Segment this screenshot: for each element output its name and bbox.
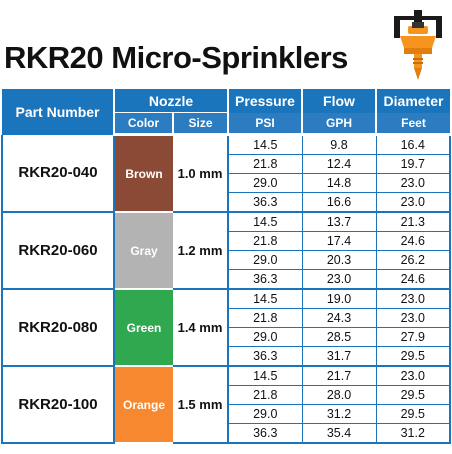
psi-cell: 29.0 [228, 327, 303, 347]
feet-cell: 21.3 [376, 212, 451, 232]
header-row-secondary: Color Size PSI GPH Feet [2, 112, 450, 136]
gph-cell: 19.0 [302, 289, 377, 309]
psi-cell: 14.5 [228, 366, 303, 386]
gph-cell: 13.7 [302, 212, 377, 232]
psi-cell: 21.8 [228, 385, 303, 405]
nozzle-color-swatch: Orange [114, 366, 173, 444]
feet-cell: 26.2 [376, 250, 451, 270]
gph-cell: 12.4 [302, 154, 377, 174]
header-row-primary: Part Number Nozzle Pressure Flow Diamete… [2, 89, 450, 135]
table-row: 21.8 17.4 24.6 [2, 231, 451, 251]
gph-cell: 35.4 [302, 423, 377, 444]
nozzle-size-cell: 1.0 mm [173, 134, 229, 213]
psi-cell: 36.3 [228, 346, 303, 367]
feet-cell: 24.6 [376, 269, 451, 290]
gph-cell: 14.8 [302, 173, 377, 193]
header-gph: GPH [302, 112, 377, 136]
gph-cell: 24.3 [302, 308, 377, 328]
gph-cell: 20.3 [302, 250, 377, 270]
feet-cell: 29.5 [376, 346, 451, 367]
spec-table-body: RKR20-040 Brown 1.0 mm 14.5 9.8 16.4 21.8 12.4 1… [1, 134, 451, 444]
table-row: 36.3 16.6 23.0 [2, 192, 451, 213]
table-row: 36.3 31.7 29.5 [2, 346, 451, 367]
psi-cell: 14.5 [228, 289, 303, 309]
header-color: Color [114, 112, 174, 136]
feet-cell: 23.0 [376, 308, 451, 328]
page-title: RKR20 Micro-Sprinklers [4, 40, 348, 75]
psi-cell: 21.8 [228, 308, 303, 328]
part-number-cell: RKR20-100 [1, 366, 115, 444]
part-number-cell: RKR20-040 [1, 134, 115, 213]
psi-cell: 21.8 [228, 154, 303, 174]
table-row: 29.0 20.3 26.2 [2, 250, 451, 270]
part-number-cell: RKR20-080 [1, 289, 115, 367]
table-row: 36.3 35.4 31.2 [2, 423, 451, 444]
feet-cell: 23.0 [376, 289, 451, 309]
feet-cell: 31.2 [376, 423, 451, 444]
header-diameter: Diameter [376, 89, 450, 113]
table-row: RKR20-060 Gray 1.2 mm 14.5 13.7 21.3 [1, 212, 451, 290]
table-row: RKR20-080 Green 1.4 mm 14.5 19.0 23.0 [1, 289, 451, 367]
part-number-cell: RKR20-060 [1, 212, 115, 290]
header-feet: Feet [376, 112, 450, 136]
psi-cell: 29.0 [228, 404, 303, 424]
gph-cell: 31.2 [302, 404, 377, 424]
feet-cell: 19.7 [376, 154, 451, 174]
table-row: 29.0 14.8 23.0 [2, 173, 451, 193]
gph-cell: 17.4 [302, 231, 377, 251]
table-row: 21.8 12.4 19.7 [2, 154, 451, 174]
gph-cell: 28.0 [302, 385, 377, 405]
psi-cell: 29.0 [228, 250, 303, 270]
feet-cell: 16.4 [376, 134, 451, 155]
table-row: 29.0 28.5 27.9 [2, 327, 451, 347]
table-row: 36.3 23.0 24.6 [2, 269, 451, 290]
header-flow: Flow [302, 89, 377, 113]
psi-cell: 36.3 [228, 269, 303, 290]
table-row: 21.8 24.3 23.0 [2, 308, 451, 328]
gph-cell: 23.0 [302, 269, 377, 290]
nozzle-color-swatch: Brown [114, 134, 173, 213]
header-size: Size [173, 112, 229, 136]
nozzle-color-swatch: Green [114, 289, 173, 367]
feet-cell: 27.9 [376, 327, 451, 347]
nozzle-color-swatch: Gray [114, 212, 173, 290]
gph-cell: 9.8 [302, 134, 377, 155]
header-psi: PSI [228, 112, 303, 136]
table-row: RKR20-040 Brown 1.0 mm 14.5 9.8 16.4 [1, 134, 451, 213]
header-part-number: Part Number [2, 89, 115, 135]
gph-cell: 21.7 [302, 366, 377, 386]
feet-cell: 23.0 [376, 173, 451, 193]
gph-cell: 16.6 [302, 192, 377, 213]
table-row: 29.0 31.2 29.5 [2, 404, 451, 424]
nozzle-size-cell: 1.2 mm [173, 212, 229, 290]
psi-cell: 14.5 [228, 134, 303, 155]
psi-cell: 36.3 [228, 423, 303, 444]
micro-sprinkler-image [394, 10, 442, 80]
feet-cell: 23.0 [376, 366, 451, 386]
table-row: 21.8 28.0 29.5 [2, 385, 451, 405]
table-row: RKR20-100 Orange 1.5 mm 14.5 21.7 23.0 [1, 366, 451, 444]
feet-cell: 29.5 [376, 385, 451, 405]
feet-cell: 29.5 [376, 404, 451, 424]
feet-cell: 24.6 [376, 231, 451, 251]
psi-cell: 14.5 [228, 212, 303, 232]
gph-cell: 28.5 [302, 327, 377, 347]
header-nozzle: Nozzle [114, 89, 229, 113]
sprinkler-spec-table: Part Number Nozzle Pressure Flow Diamete… [1, 89, 451, 444]
psi-cell: 29.0 [228, 173, 303, 193]
psi-cell: 36.3 [228, 192, 303, 213]
nozzle-size-cell: 1.5 mm [173, 366, 229, 444]
gph-cell: 31.7 [302, 346, 377, 367]
psi-cell: 21.8 [228, 231, 303, 251]
nozzle-size-cell: 1.4 mm [173, 289, 229, 367]
feet-cell: 23.0 [376, 192, 451, 213]
header-pressure: Pressure [228, 89, 303, 113]
